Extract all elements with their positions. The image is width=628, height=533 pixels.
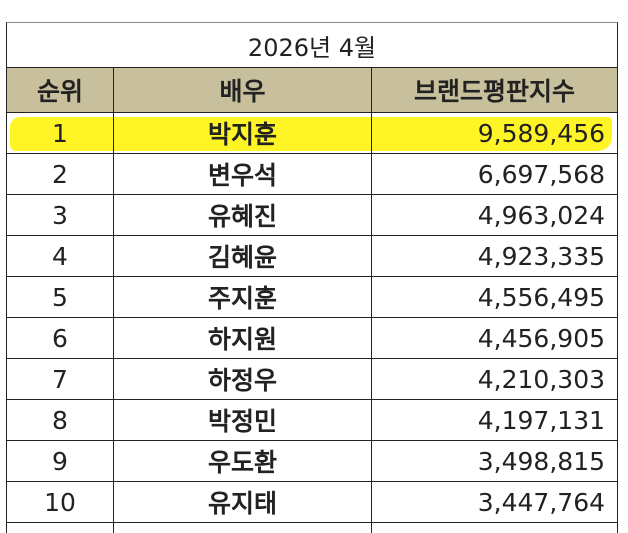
table-cell: 김혜윤 xyxy=(114,236,372,277)
table-cell: 1 xyxy=(6,113,114,154)
table-cell: 주지훈 xyxy=(114,277,372,318)
table-cell: 6,697,568 xyxy=(372,154,618,195)
table-cell: 유지태 xyxy=(114,482,372,523)
table-cell: 하지원 xyxy=(114,318,372,359)
table-edge xyxy=(114,523,372,533)
table-cell: 4,210,303 xyxy=(372,359,618,400)
table-cell: 3 xyxy=(6,195,114,236)
table-cell: 6 xyxy=(6,318,114,359)
table-cell: 8 xyxy=(6,400,114,441)
table-cell: 4,456,905 xyxy=(372,318,618,359)
table-cell: 3,498,815 xyxy=(372,441,618,482)
table-cell: 9 xyxy=(6,441,114,482)
table-cell: 하정우 xyxy=(114,359,372,400)
header-cell: 배우 xyxy=(114,68,372,113)
table-edge xyxy=(372,523,618,533)
highlight xyxy=(10,117,612,151)
table-cell: 5 xyxy=(6,277,114,318)
table-cell: 우도환 xyxy=(114,441,372,482)
table-cell: 3,447,764 xyxy=(372,482,618,523)
table-cell: 4,197,131 xyxy=(372,400,618,441)
table-title: 2026년 4월 xyxy=(6,22,618,68)
header-cell: 순위 xyxy=(6,68,114,113)
header-cell: 브랜드평판지수 xyxy=(372,68,618,113)
table-cell: 4,923,335 xyxy=(372,236,618,277)
table-cell: 4,556,495 xyxy=(372,277,618,318)
table-cell: 박지훈 xyxy=(114,113,372,154)
table-cell: 박정민 xyxy=(114,400,372,441)
table-cell: 변우석 xyxy=(114,154,372,195)
table-cell: 7 xyxy=(6,359,114,400)
table-cell: 9,589,456 xyxy=(372,113,618,154)
table-cell: 4,963,024 xyxy=(372,195,618,236)
table-cell: 2 xyxy=(6,154,114,195)
table-edge xyxy=(6,523,114,533)
table-cell: 10 xyxy=(6,482,114,523)
table-cell: 유혜진 xyxy=(114,195,372,236)
table-cell: 4 xyxy=(6,236,114,277)
